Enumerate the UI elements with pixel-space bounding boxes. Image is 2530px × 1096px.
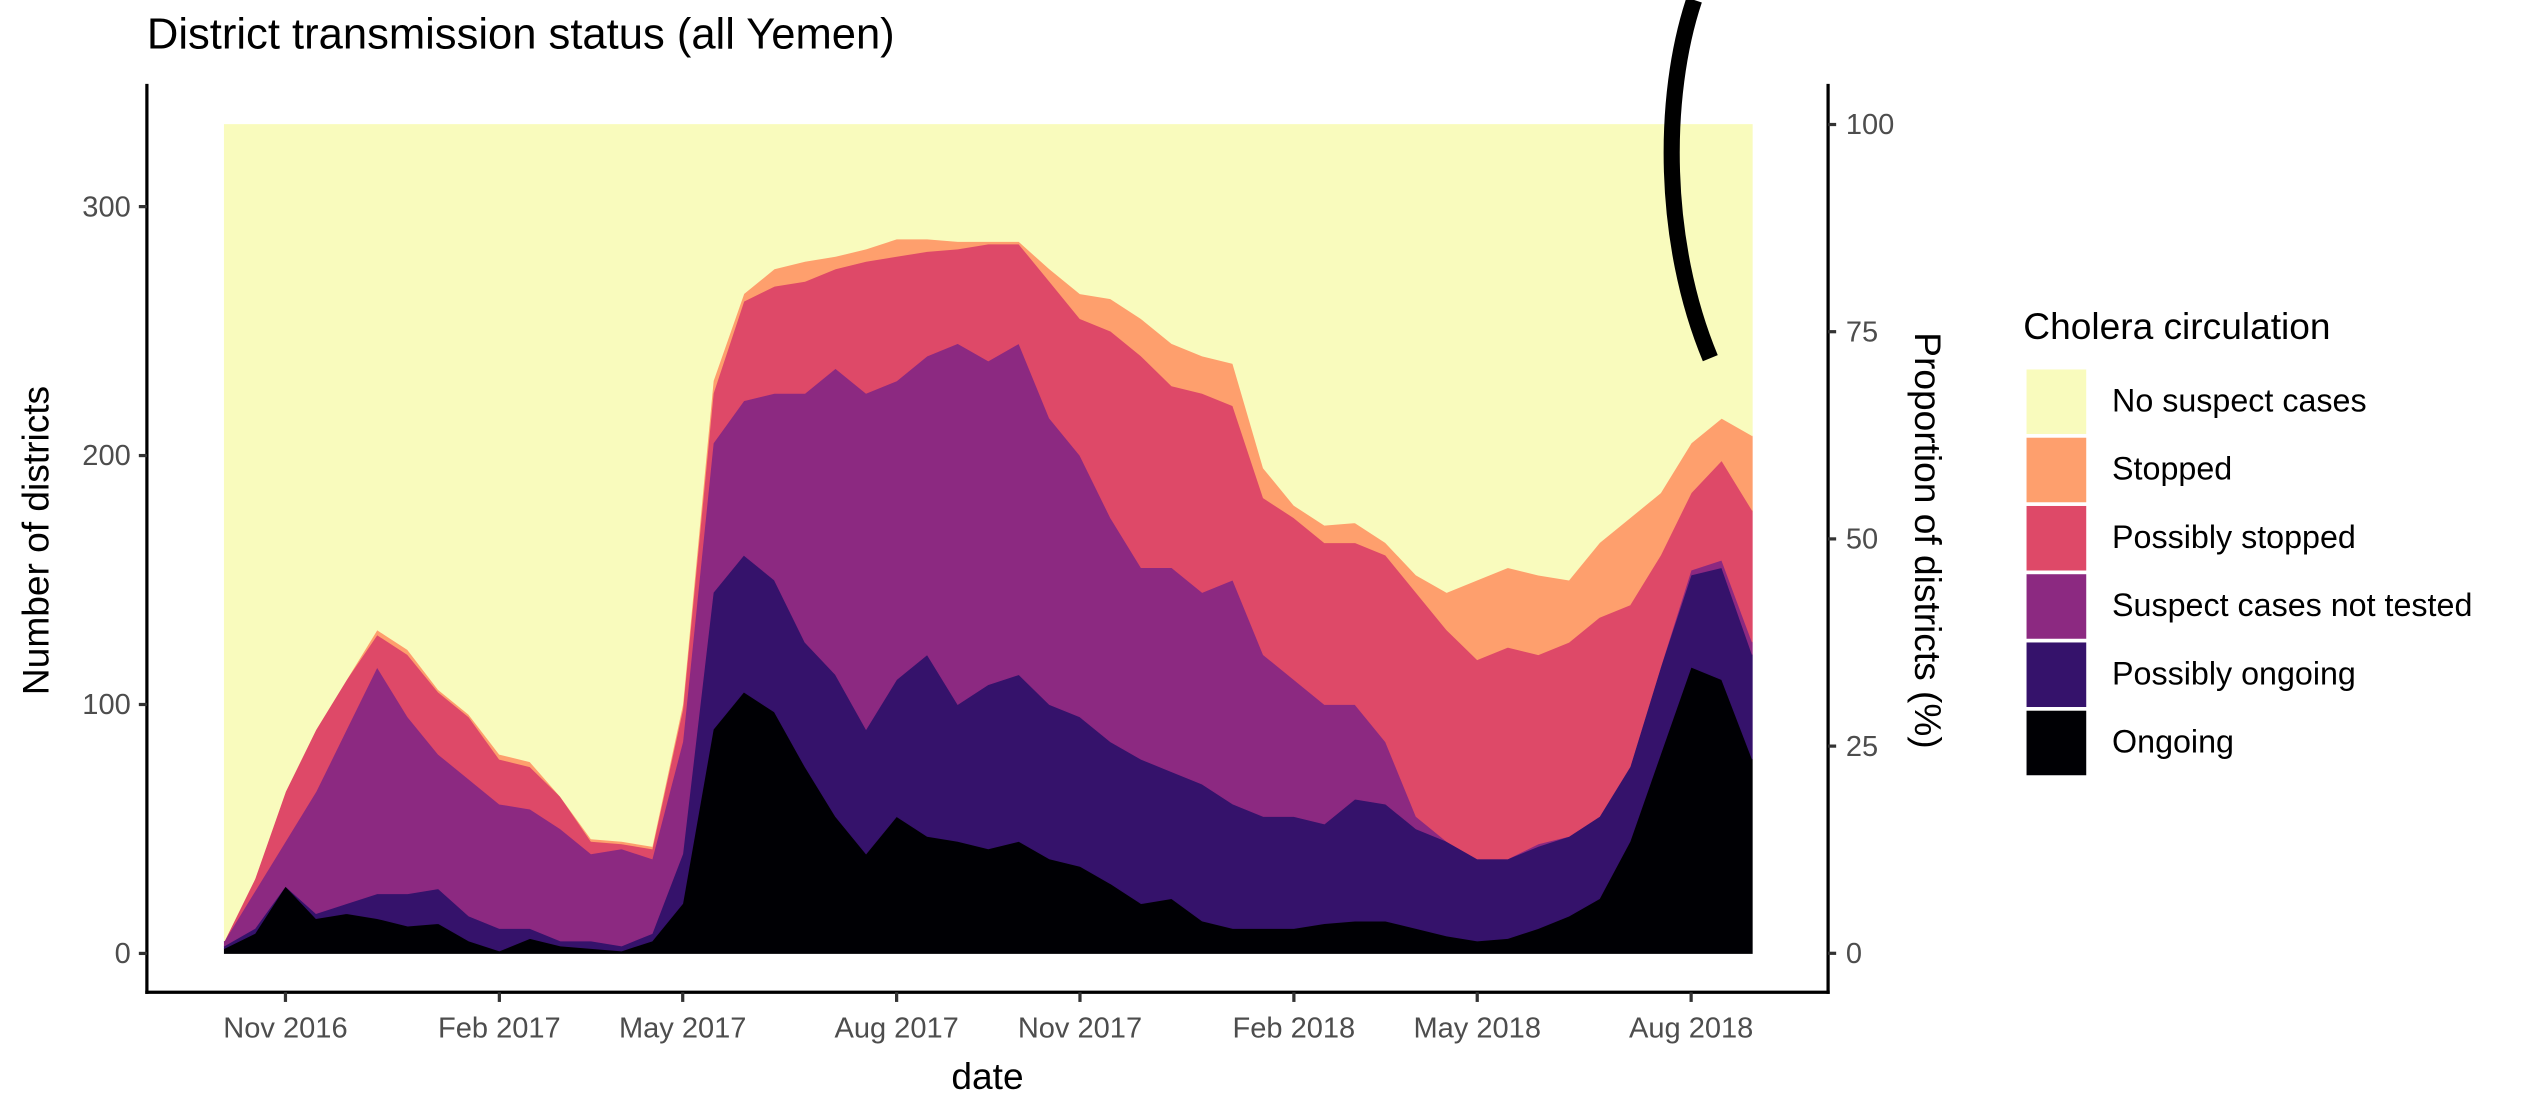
legend-swatch: [2026, 505, 2087, 571]
legend-label: Possibly stopped: [2112, 519, 2356, 555]
x-tick-label: Aug 2017: [834, 1012, 958, 1044]
y-axis-title: Number of districts: [14, 386, 56, 695]
x-tick-label: May 2018: [1413, 1012, 1541, 1044]
y2-tick-label: 75: [1846, 316, 1878, 348]
x-tick-label: Feb 2018: [1233, 1012, 1356, 1044]
legend-label: Ongoing: [2112, 724, 2234, 760]
area: [223, 124, 1753, 942]
y-tick-label: 300: [82, 191, 130, 223]
legend-swatch: [2026, 642, 2087, 708]
x-tick-label: Aug 2018: [1629, 1012, 1753, 1044]
x-tick-label: May 2017: [619, 1012, 747, 1044]
legend-title: Cholera circulation: [2023, 305, 2330, 347]
legend-label: Stopped: [2112, 451, 2232, 487]
y-tick-label: 0: [115, 938, 131, 970]
y-tick-label: 200: [82, 440, 130, 472]
legend-swatch: [2026, 710, 2087, 776]
legend-swatch: [2026, 369, 2087, 435]
legend-swatch: [2026, 574, 2087, 639]
y-tick-label: 100: [82, 689, 130, 721]
x-tick-label: Nov 2016: [223, 1012, 347, 1044]
plot-area: [223, 124, 1753, 954]
annotation-arc: [1663, 0, 1718, 362]
y2-tick-label: 25: [1846, 731, 1878, 763]
chart-title: District transmission status (all Yemen): [147, 10, 895, 58]
x-tick-label: Feb 2017: [438, 1012, 561, 1044]
y2-tick-label: 0: [1846, 938, 1862, 970]
y2-tick-label: 50: [1846, 524, 1878, 556]
legend-label: Suspect cases not tested: [2112, 587, 2472, 623]
legend-swatch: [2026, 437, 2087, 503]
legend-label: Possibly ongoing: [2112, 655, 2356, 691]
x-axis-title: date: [951, 1055, 1023, 1096]
y2-axis-title: Proportion of districts (%): [1907, 332, 1949, 748]
y2-tick-label: 100: [1846, 109, 1894, 141]
legend-label: No suspect cases: [2112, 382, 2367, 418]
x-tick-label: Nov 2017: [1018, 1012, 1142, 1044]
